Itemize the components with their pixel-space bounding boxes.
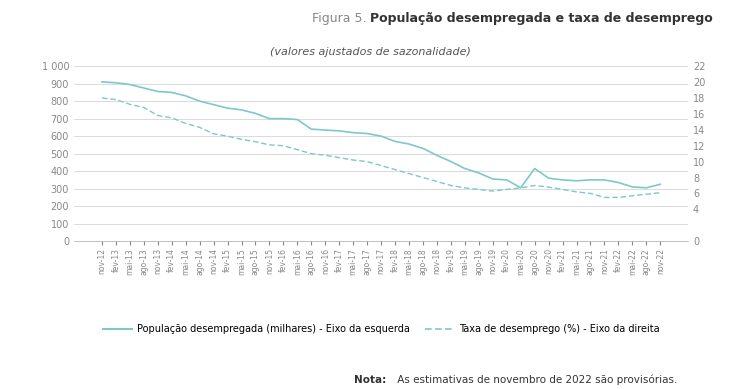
Text: Nota:: Nota: (354, 375, 386, 385)
Text: Figura 5.: Figura 5. (312, 12, 370, 25)
Text: População desempregada e taxa de desemprego: População desempregada e taxa de desempr… (370, 12, 713, 25)
Text: As estimativas de novembro de 2022 são provisórias.: As estimativas de novembro de 2022 são p… (394, 375, 678, 385)
Legend: População desempregada (milhares) - Eixo da esquerda, Taxa de desemprego (%) - E: População desempregada (milhares) - Eixo… (99, 320, 663, 338)
Text: (valores ajustados de sazonalidade): (valores ajustados de sazonalidade) (269, 47, 471, 57)
